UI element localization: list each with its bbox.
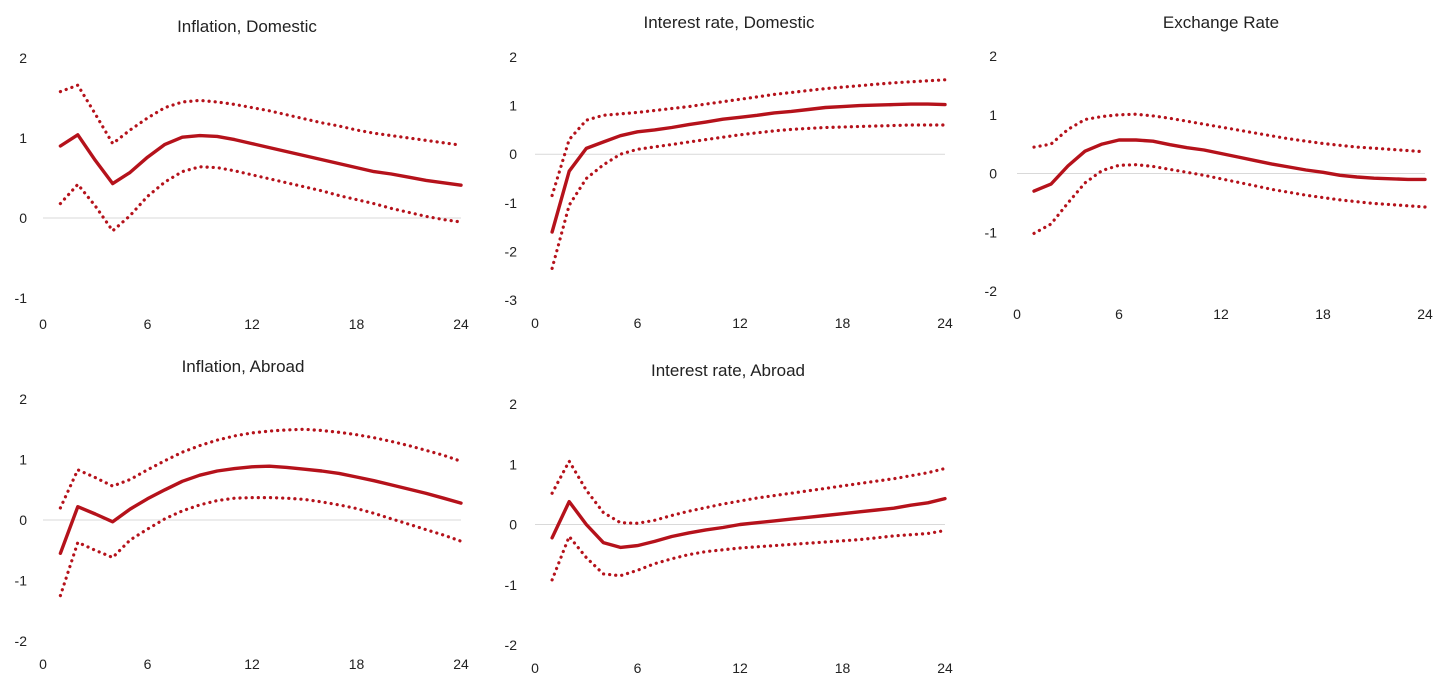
series-line-upper [550, 459, 947, 525]
x-tick-label: 24 [453, 656, 469, 672]
x-tick-label: 0 [39, 316, 47, 332]
x-tick-label: 24 [453, 316, 469, 332]
x-tick-label: 12 [244, 316, 260, 332]
y-tick-label: -1 [505, 577, 518, 593]
x-tick-label: 0 [531, 315, 539, 331]
series-line-lower [550, 123, 947, 270]
x-tick-label: 6 [144, 316, 152, 332]
x-tick-label: 18 [349, 316, 365, 332]
y-tick-label: 2 [19, 50, 27, 66]
x-tick-label: 6 [1115, 306, 1123, 322]
x-tick-label: 6 [634, 660, 642, 675]
series-line-lower [58, 165, 463, 233]
chart-title: Interest rate, Domestic [643, 13, 815, 32]
series-line-upper [58, 83, 463, 147]
series-line-upper [58, 427, 463, 510]
x-tick-label: 18 [835, 660, 851, 675]
x-tick-label: 18 [1315, 306, 1331, 322]
y-tick-label: -1 [505, 195, 518, 211]
x-tick-label: 6 [144, 656, 152, 672]
y-tick-label: 0 [19, 210, 27, 226]
y-tick-label: -1 [15, 573, 28, 589]
series-line-estimate [1032, 138, 1427, 193]
x-tick-label: 24 [937, 660, 953, 675]
y-tick-label: 2 [509, 49, 517, 65]
x-tick-label: 24 [1417, 306, 1433, 322]
y-tick-label: 2 [19, 391, 27, 407]
x-tick-label: 12 [732, 315, 748, 331]
series-line-upper [1032, 112, 1427, 154]
y-tick-label: 0 [509, 146, 517, 162]
chart-title: Inflation, Domestic [177, 17, 317, 36]
y-tick-label: -2 [505, 243, 518, 259]
y-tick-label: -2 [15, 633, 28, 649]
series-line-estimate [58, 133, 463, 187]
series-line-estimate [550, 102, 947, 234]
series-line-upper [550, 78, 947, 198]
y-tick-label: 1 [19, 130, 27, 146]
series-line-estimate [550, 496, 947, 550]
y-tick-label: -1 [985, 224, 998, 240]
y-tick-label: 1 [509, 98, 517, 114]
y-tick-label: 0 [509, 517, 517, 533]
x-tick-label: 0 [531, 660, 539, 675]
series-line-estimate [58, 464, 463, 555]
y-tick-label: -2 [985, 283, 998, 299]
x-tick-label: 0 [39, 656, 47, 672]
x-tick-label: 24 [937, 315, 953, 331]
series-line-lower [58, 496, 463, 598]
x-tick-label: 18 [349, 656, 365, 672]
chart-title: Interest rate, Abroad [651, 361, 805, 380]
y-tick-label: 2 [989, 48, 997, 64]
series-line-lower [1032, 163, 1427, 235]
y-tick-label: 1 [19, 452, 27, 468]
y-tick-label: 1 [509, 456, 517, 472]
y-tick-label: -3 [505, 292, 518, 308]
chart-title: Exchange Rate [1163, 13, 1279, 32]
x-tick-label: 12 [732, 660, 748, 675]
y-tick-label: 0 [989, 166, 997, 182]
y-tick-label: 0 [19, 512, 27, 528]
x-tick-label: 6 [634, 315, 642, 331]
x-tick-label: 0 [1013, 306, 1021, 322]
chart-title: Inflation, Abroad [182, 357, 305, 376]
y-tick-label: 2 [509, 396, 517, 412]
y-tick-label: 1 [989, 107, 997, 123]
x-tick-label: 12 [244, 656, 260, 672]
series-line-lower [550, 528, 947, 582]
y-tick-label: -1 [15, 290, 28, 306]
x-tick-label: 18 [835, 315, 851, 331]
y-tick-label: -2 [505, 637, 518, 653]
x-tick-label: 12 [1213, 306, 1229, 322]
